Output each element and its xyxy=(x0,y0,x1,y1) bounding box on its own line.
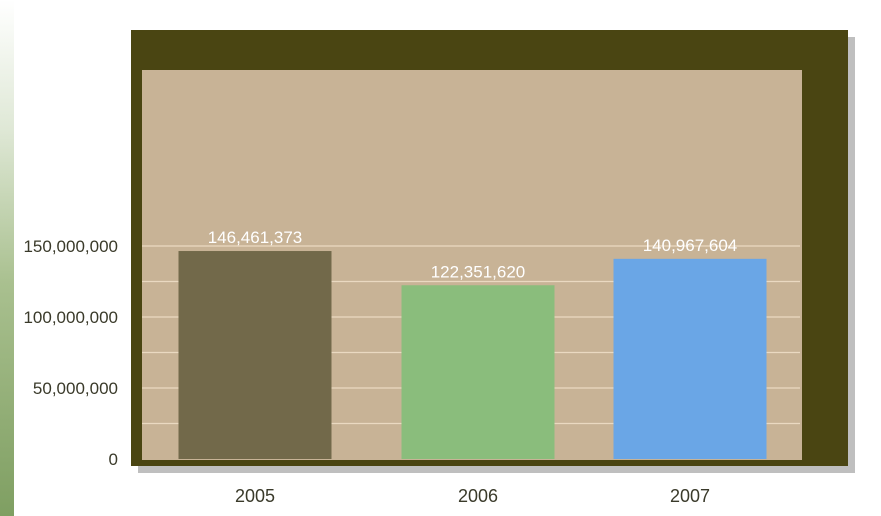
value-label-2005: 146,461,373 xyxy=(208,228,303,247)
value-label-2007: 140,967,604 xyxy=(643,236,738,255)
y-tick-label: 100,000,000 xyxy=(23,308,118,327)
y-axis-tick-labels: 0 50,000,000 100,000,000 150,000,000 xyxy=(23,237,118,469)
y-tick-label: 50,000,000 xyxy=(33,379,118,398)
x-tick-label-2007: 2007 xyxy=(670,486,710,506)
bar-2006 xyxy=(401,285,555,459)
side-gradient-decoration xyxy=(0,0,14,516)
bar-2007 xyxy=(613,258,767,459)
x-axis-tick-labels: 2005 2006 2007 xyxy=(235,486,710,506)
y-tick-label: 150,000,000 xyxy=(23,237,118,256)
x-tick-label-2005: 2005 xyxy=(235,486,275,506)
value-labels: 146,461,373 122,351,620 140,967,604 xyxy=(208,228,738,281)
x-tick-label-2006: 2006 xyxy=(458,486,498,506)
bars xyxy=(178,251,767,459)
value-label-2006: 122,351,620 xyxy=(431,262,526,281)
y-tick-label: 0 xyxy=(109,450,118,469)
bar-2005 xyxy=(178,251,332,459)
